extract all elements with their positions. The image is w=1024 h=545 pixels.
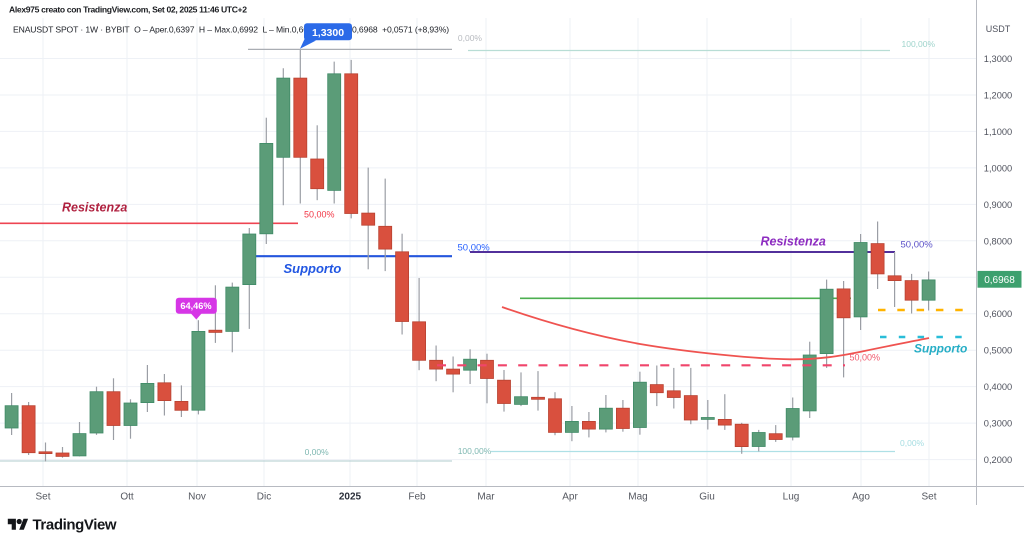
- svg-text:Apr: Apr: [562, 492, 578, 503]
- svg-text:Giu: Giu: [699, 492, 715, 503]
- svg-text:0,6968 +0,0571 (+8,93%): 0,6968 +0,0571 (+8,93%): [352, 24, 449, 34]
- svg-text:Set: Set: [35, 492, 50, 503]
- svg-text:1,3000: 1,3000: [984, 54, 1012, 64]
- svg-text:0,5000: 0,5000: [984, 346, 1012, 356]
- svg-text:50,00%: 50,00%: [850, 353, 881, 363]
- svg-text:Dic: Dic: [257, 492, 271, 503]
- svg-text:Set: Set: [921, 492, 936, 503]
- svg-text:Mag: Mag: [628, 492, 647, 503]
- svg-text:Mar: Mar: [477, 492, 495, 503]
- svg-text:Nov: Nov: [188, 492, 206, 503]
- svg-text:Feb: Feb: [408, 492, 426, 503]
- svg-text:Alex975 creato con TradingView: Alex975 creato con TradingView.com, Set …: [9, 5, 247, 15]
- svg-text:0,3000: 0,3000: [984, 419, 1012, 429]
- svg-text:100,00%: 100,00%: [458, 446, 492, 456]
- svg-text:0,2000: 0,2000: [984, 455, 1012, 465]
- svg-text:0,6000: 0,6000: [984, 309, 1012, 319]
- svg-text:50,00%: 50,00%: [901, 239, 934, 250]
- svg-text:0,6968: 0,6968: [984, 275, 1015, 286]
- svg-text:Supporto: Supporto: [914, 342, 967, 356]
- svg-text:Resistenza: Resistenza: [62, 201, 127, 215]
- svg-text:0,00%: 0,00%: [900, 438, 925, 448]
- svg-text:Lug: Lug: [783, 492, 800, 503]
- svg-text:0,8000: 0,8000: [984, 236, 1012, 246]
- svg-text:100,00%: 100,00%: [902, 39, 936, 49]
- svg-text:1,2000: 1,2000: [984, 91, 1012, 101]
- svg-text:0,00%: 0,00%: [458, 33, 483, 43]
- svg-text:0,00%: 0,00%: [305, 447, 330, 457]
- svg-text:0,4000: 0,4000: [984, 382, 1012, 392]
- svg-text:64,46%: 64,46%: [180, 301, 211, 311]
- svg-text:Ago: Ago: [852, 492, 870, 503]
- svg-text:ENAUSDT SPOT · 1W · BYBIT O –: ENAUSDT SPOT · 1W · BYBIT O – Aper.0,639…: [13, 24, 328, 34]
- svg-text:Ott: Ott: [120, 492, 134, 503]
- svg-text:0,9000: 0,9000: [984, 200, 1012, 210]
- svg-text:USDT: USDT: [986, 24, 1011, 34]
- svg-text:50,00%: 50,00%: [304, 210, 335, 220]
- svg-text:Supporto: Supporto: [284, 261, 342, 276]
- svg-text:TradingView: TradingView: [33, 517, 117, 534]
- svg-text:2025: 2025: [339, 492, 362, 503]
- svg-text:Resistenza: Resistenza: [761, 235, 826, 249]
- svg-text:1,0000: 1,0000: [984, 163, 1012, 173]
- svg-text:1,1000: 1,1000: [984, 127, 1012, 137]
- svg-text:1,3300: 1,3300: [312, 27, 344, 39]
- svg-text:50,00%: 50,00%: [458, 243, 491, 254]
